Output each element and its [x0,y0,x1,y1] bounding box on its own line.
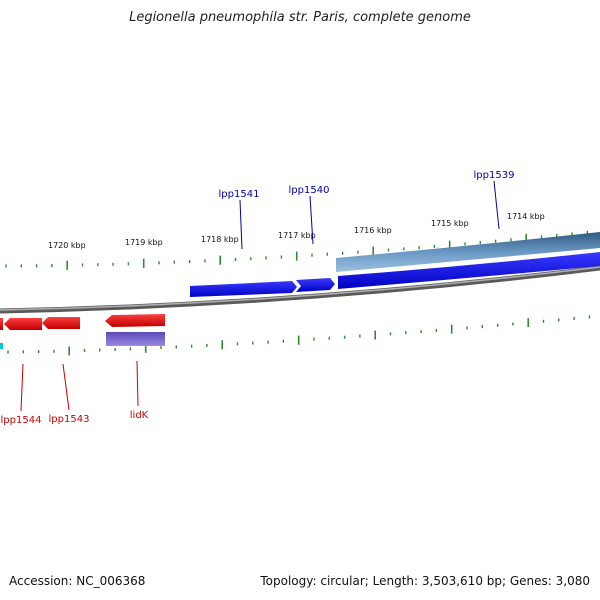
gene-label-lpp1541[interactable]: lpp1541 [219,189,260,200]
gene-lpp1544[interactable] [4,318,42,330]
gene-label-lpp1539[interactable]: lpp1539 [474,170,515,181]
genome-backbone-highlight [0,266,600,311]
leader-line [136,360,139,407]
tick-label: 1714 kbp [507,212,545,221]
gene-lpp1543[interactable] [42,317,80,329]
map-title: Legionella pneumophila str. Paris, compl… [129,10,471,25]
gene-lidK[interactable] [105,314,165,327]
left-edge-marker [0,343,3,349]
leader-line [62,363,70,411]
gene-label-lidK[interactable]: lidK [130,410,149,421]
gene-label-lpp1540[interactable]: lpp1540 [289,185,330,196]
tick-label: 1719 kbp [125,238,163,247]
leader-line [20,363,24,412]
leader-line [493,180,500,230]
topology-text: Topology: circular; Length: 3,503,610 bp… [260,574,590,588]
gene-lpp1539[interactable] [338,252,600,289]
leader-line [239,199,243,250]
leader-line [309,195,314,245]
accession-text: Accession: NC_006368 [9,574,146,588]
tick-label: 1717 kbp [278,231,316,240]
inner-tick-track [7,315,591,356]
cds-forward-band [336,232,600,272]
gene-fragment-left[interactable] [0,318,3,330]
outer-tick-track [5,230,589,270]
gene-label-lpp1544[interactable]: lpp1544 [1,415,42,426]
gene-lpp1541[interactable] [190,281,297,297]
gene-label-lpp1543[interactable]: lpp1543 [49,414,90,425]
tick-label: 1720 kbp [48,241,86,250]
cds-reverse-band [106,332,165,346]
genome-backbone [0,265,600,314]
tick-label: 1716 kbp [354,226,392,235]
tick-label: 1715 kbp [431,219,469,228]
gene-lpp1540[interactable] [296,278,335,292]
tick-label: 1718 kbp [201,235,239,244]
